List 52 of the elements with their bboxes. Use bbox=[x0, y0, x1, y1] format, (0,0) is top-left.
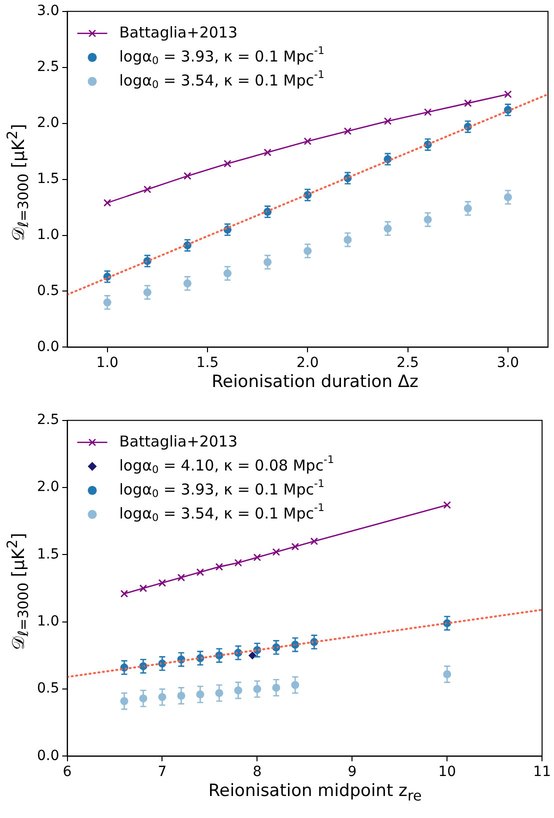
point bbox=[253, 554, 262, 562]
point bbox=[224, 160, 232, 168]
x-tick-label: 1.5 bbox=[196, 355, 219, 372]
x-tick-label: 10 bbox=[438, 764, 456, 780]
point bbox=[196, 568, 204, 576]
legend-label: Battaglia+2013 bbox=[119, 432, 238, 450]
x-tick-label: 6 bbox=[62, 764, 72, 780]
y-tick-label: 1.0 bbox=[37, 226, 60, 243]
point bbox=[304, 137, 312, 146]
point bbox=[291, 542, 300, 550]
y-tick-label: 0.0 bbox=[37, 748, 60, 764]
point bbox=[248, 651, 256, 660]
x-tick-label: 2.5 bbox=[396, 355, 419, 372]
y-tick-label: 2.0 bbox=[37, 479, 60, 496]
point bbox=[264, 148, 272, 156]
y-tick-label: 1.0 bbox=[37, 614, 60, 630]
point bbox=[272, 548, 280, 556]
x-tick-label: 2.0 bbox=[296, 355, 319, 372]
point bbox=[184, 172, 192, 180]
y-tick-label: 0.5 bbox=[37, 282, 60, 299]
point bbox=[424, 108, 432, 116]
x-tick-label: 11 bbox=[533, 764, 552, 780]
point bbox=[215, 562, 224, 571]
x-axis-title: Reionisation duration Δz bbox=[210, 372, 420, 392]
point bbox=[384, 117, 392, 125]
point bbox=[504, 90, 512, 98]
point bbox=[177, 574, 186, 582]
x-tick-label: 3.0 bbox=[496, 355, 520, 372]
point bbox=[103, 198, 112, 207]
y-tick-label: 2.0 bbox=[37, 114, 60, 131]
point bbox=[464, 99, 472, 108]
point bbox=[144, 186, 152, 194]
y-tick-label: 0.5 bbox=[37, 680, 60, 697]
x-tick-label: 8 bbox=[252, 764, 262, 780]
point bbox=[158, 579, 166, 587]
legend-label: Battaglia+2013 bbox=[119, 23, 238, 42]
x-axis-title: Reionisation midpoint z$_{re}$ bbox=[207, 781, 423, 804]
point bbox=[443, 501, 451, 509]
point bbox=[310, 537, 318, 546]
y-tick-label: 3.0 bbox=[37, 3, 60, 20]
point bbox=[344, 127, 352, 135]
y-tick-label: 1.5 bbox=[37, 170, 60, 187]
y-tick-label: 2.5 bbox=[37, 412, 60, 428]
point bbox=[234, 558, 242, 567]
x-tick-label: 7 bbox=[158, 764, 167, 780]
x-tick-label: 1.0 bbox=[96, 355, 118, 372]
point bbox=[120, 590, 128, 598]
y-tick-label: 1.5 bbox=[37, 546, 60, 562]
point bbox=[139, 584, 148, 592]
y-tick-label: 2.5 bbox=[37, 59, 60, 76]
y-tick-label: 0.0 bbox=[37, 338, 60, 355]
x-tick-label: 9 bbox=[348, 764, 357, 780]
